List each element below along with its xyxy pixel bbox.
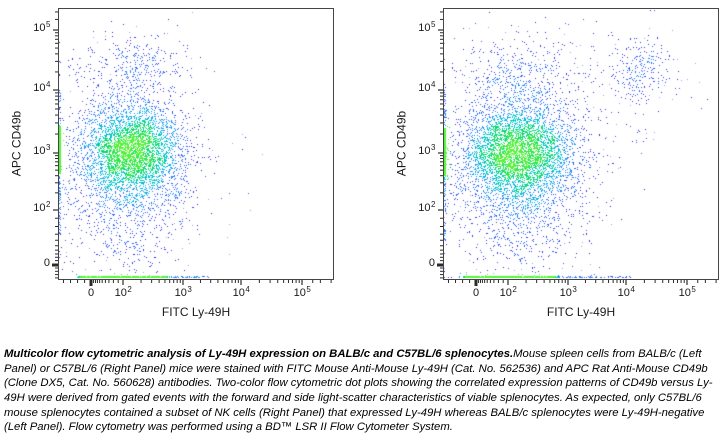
figure-caption: Multicolor flow cytometric analysis of L… xyxy=(4,347,716,435)
y-tick-label: 102 xyxy=(33,200,51,214)
x-axis-title: FITC Ly-49H xyxy=(161,305,231,319)
y-tick-label: 0 xyxy=(43,257,50,269)
x-tick-label: 0 xyxy=(87,287,95,299)
y-tick-label: 102 xyxy=(418,200,436,214)
dot-plot-canvas xyxy=(59,9,333,279)
panel-right-c57bl6: APC CD49b FITC Ly-49H 0 102 103 104 105 0 102 1… xyxy=(385,0,725,335)
y-tick-label: 103 xyxy=(418,143,436,157)
y-axis-title: APC CD49b xyxy=(394,110,409,177)
x-axis-ticks xyxy=(62,280,332,286)
x-tick-label: 104 xyxy=(232,285,250,299)
y-tick-label: 104 xyxy=(418,80,436,94)
x-tick-label: 0 xyxy=(472,287,480,299)
y-tick-label: 105 xyxy=(33,20,51,34)
y-axis-ticks xyxy=(52,11,58,279)
x-tick-label: 105 xyxy=(678,285,696,299)
y-axis-title: APC CD49b xyxy=(9,110,24,177)
y-tick-label: 0 xyxy=(428,257,435,269)
panel-left-balbc: APC CD49b FITC Ly-49H 0 102 103 104 105 0 102 1… xyxy=(0,0,362,335)
caption-title: Multicolor flow cytometric analysis of L… xyxy=(4,348,514,361)
y-tick-label: 103 xyxy=(33,143,51,157)
y-tick-label: 104 xyxy=(33,80,51,94)
y-tick-label: 105 xyxy=(418,20,436,34)
x-tick-label: 102 xyxy=(499,285,517,299)
x-tick-label: 103 xyxy=(559,285,577,299)
x-tick-label: 102 xyxy=(114,285,132,299)
x-axis-ticks xyxy=(447,280,717,286)
x-tick-label: 105 xyxy=(293,285,311,299)
y-axis-ticks xyxy=(437,11,443,279)
x-tick-label: 104 xyxy=(617,285,635,299)
plot-frame xyxy=(58,8,334,280)
caption-body: Mouse spleen cells from BALB/c (Left Pan… xyxy=(4,348,713,434)
x-axis-title: FITC Ly-49H xyxy=(546,305,616,319)
x-tick-label: 103 xyxy=(174,285,192,299)
plot-frame xyxy=(443,8,719,280)
dot-plot-canvas xyxy=(444,9,718,279)
